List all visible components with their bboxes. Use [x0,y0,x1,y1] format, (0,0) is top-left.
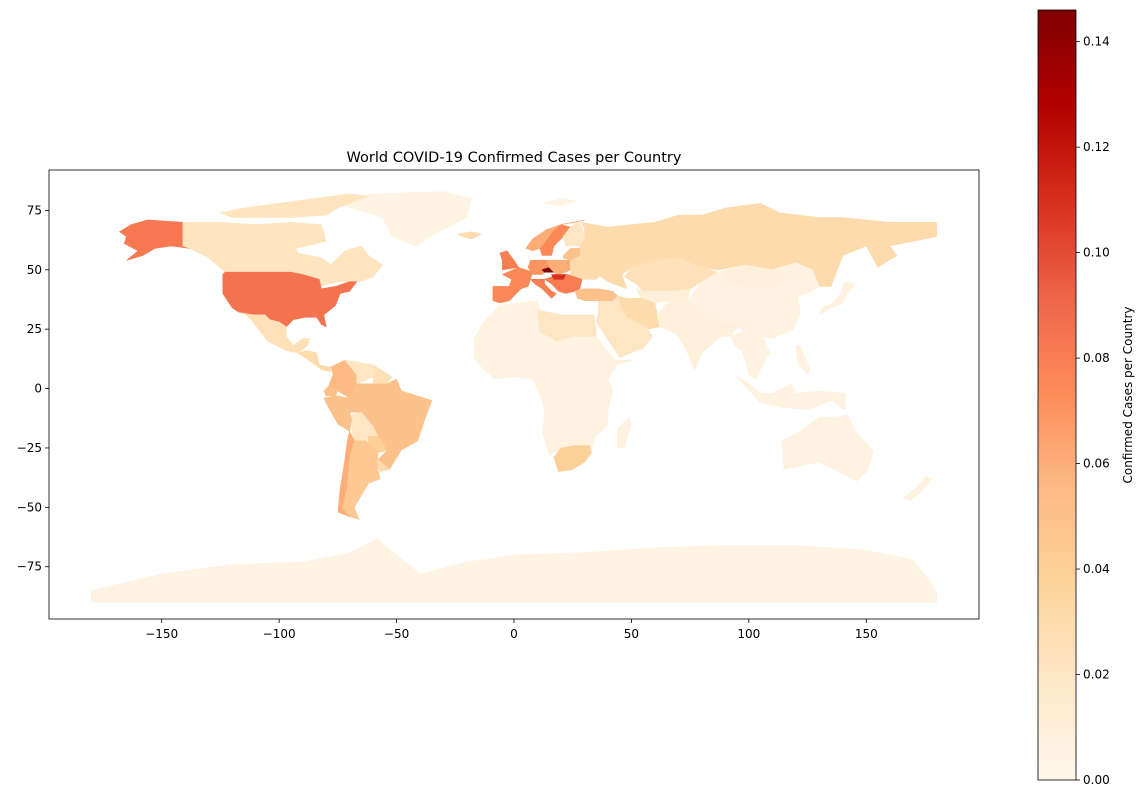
region-mongolia [720,264,792,290]
region-italy [529,278,557,299]
colorbar-tick-label: 0.04 [1083,562,1110,576]
region-egypt [572,314,597,337]
region-iceland [456,231,482,240]
y-tick-label: 50 [27,263,42,277]
region-turkey [574,288,618,302]
region-uruguay [377,459,391,473]
y-tick-label: −75 [17,560,42,574]
region-south-africa [553,445,592,473]
region-antarctica [91,537,938,603]
region-middle-east [595,295,653,359]
region-philippines [795,345,811,375]
colorbar-tick-label: 0.14 [1083,35,1110,49]
region-libya [537,309,574,342]
colorbar-tick-label: 0.08 [1083,351,1110,365]
region-svalbard [542,198,578,206]
y-tick-label: 0 [34,382,42,396]
region-paraguay [368,435,388,454]
region-argentina [342,440,381,520]
region-united-kingdom [499,250,520,271]
region-baltics [562,248,581,261]
region-new-zealand [903,476,933,501]
region-russia [578,202,938,290]
map-regions [91,191,938,603]
y-tick-label: 25 [27,322,42,336]
region-central-america [297,350,332,373]
region-madagascar [616,416,632,449]
y-tick-label: 75 [27,203,42,217]
y-axis: −75 −50 −25 0 25 50 75 [17,203,49,574]
region-mexico [239,312,311,354]
y-tick-label: −50 [17,500,42,514]
x-tick-label: 100 [737,627,760,641]
x-tick-label: 0 [510,627,518,641]
x-tick-label: 150 [855,627,878,641]
region-hungary [551,274,567,280]
region-southeast-asia [729,331,771,380]
region-guianas [372,364,393,385]
region-alaska [118,219,190,261]
colorbar-tick-label: 0.12 [1083,140,1110,154]
colorbar [1037,9,1077,781]
region-ecuador [323,385,339,397]
colorbar-axis: 0.00 0.02 0.04 0.06 0.08 0.10 0.12 0.14 [1076,35,1110,787]
colorbar-tick-label: 0.06 [1083,457,1110,471]
x-tick-label: 50 [624,627,639,641]
region-indonesia [736,376,846,411]
y-tick-label: −25 [17,441,42,455]
region-finland [562,221,585,247]
x-tick-label: −100 [263,627,296,641]
region-peru [323,395,353,432]
region-greenland [341,191,473,247]
region-france [501,267,534,290]
x-tick-label: −50 [384,627,409,641]
colorbar-tick-label: 0.00 [1083,773,1110,787]
region-canada-islands [219,193,369,218]
x-axis: −150 −100 −50 0 50 100 150 [145,619,878,641]
region-iberia [492,286,522,304]
region-japan [818,281,856,316]
colorbar-label: Confirmed Cases per Country [1121,307,1135,484]
colorbar-tick-label: 0.02 [1083,668,1110,682]
region-norway [525,219,585,252]
x-tick-label: −150 [145,627,178,641]
region-southern-africa [541,392,609,456]
colorbar-tick-label: 0.10 [1083,246,1110,260]
region-australia [781,414,874,482]
region-south-asia [656,300,743,371]
chart-title: World COVID-19 Confirmed Cases per Count… [347,150,682,166]
